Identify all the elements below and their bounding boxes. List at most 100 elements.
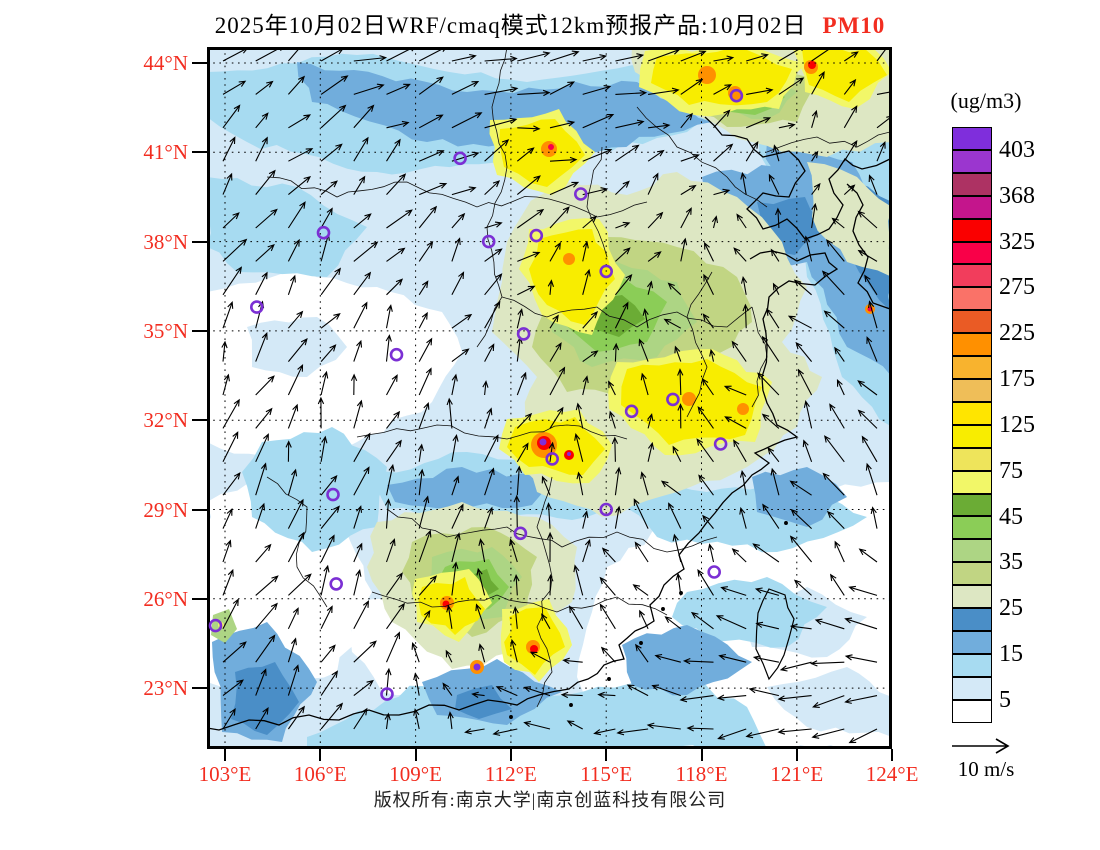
legend-tick-value: 45	[999, 503, 1023, 530]
station-marker	[729, 88, 744, 103]
legend-tick-value: 175	[999, 366, 1035, 393]
legend-color-cell	[952, 516, 992, 540]
legend-color-cell	[952, 699, 992, 723]
legend-tick-value: 125	[999, 411, 1035, 438]
lat-axis-tick	[192, 329, 207, 332]
legend-tick-value: 15	[999, 641, 1023, 668]
lon-axis-tick	[795, 749, 798, 761]
station-marker	[380, 687, 394, 701]
lat-axis-label: 32°N	[143, 408, 188, 433]
legend-color-cell	[952, 241, 992, 265]
lat-axis-label: 26°N	[143, 586, 188, 611]
map-frame	[207, 47, 892, 749]
lat-axis-tick	[192, 597, 207, 600]
station-marker	[666, 392, 680, 407]
legend-tick-value: 5	[999, 687, 1011, 713]
station-marker	[249, 300, 264, 314]
wind-vectors	[221, 47, 892, 744]
lon-axis-label: 115°E	[580, 762, 633, 786]
legend-color-cell	[952, 287, 992, 311]
lat-axis-label: 41°N	[143, 140, 188, 165]
legend-color-cell	[952, 608, 992, 631]
legend-color-cell	[952, 378, 992, 402]
lon-axis-label: 106°E	[293, 762, 347, 786]
legend-color-cell	[952, 539, 992, 563]
station-marker	[326, 487, 340, 502]
forecast-map	[207, 47, 892, 749]
lon-axis-label: 109°E	[389, 762, 442, 786]
copyright-text: 版权所有:南京大学|南京创蓝科技有限公司	[373, 790, 727, 810]
legend-color-cell	[952, 172, 992, 196]
station-marker	[599, 264, 614, 279]
legend-units-label: (ug/m3)	[950, 88, 1022, 113]
pollutant-label: PM10	[822, 13, 886, 38]
legend-color-cell	[952, 333, 992, 357]
lon-axis-label: 121°E	[770, 762, 824, 786]
station-marker	[389, 347, 404, 362]
station-marker	[713, 437, 728, 451]
lat-axis-tick	[192, 151, 207, 154]
legend-tick-value: 25	[999, 595, 1023, 622]
station-marker	[329, 577, 343, 591]
lon-axis-label: 118°E	[675, 762, 728, 786]
legend-color-cell	[952, 653, 992, 677]
station-marker	[516, 327, 531, 341]
lat-axis-label: 29°N	[143, 497, 188, 522]
legend-color-cell	[952, 424, 992, 448]
legend-color-cell	[952, 149, 992, 173]
legend-tick-value: 403	[999, 136, 1035, 163]
legend-tick-value: 325	[999, 228, 1035, 255]
legend-color-cell	[952, 585, 992, 609]
legend-tick-value: 75	[999, 457, 1023, 484]
station-markers	[208, 88, 744, 701]
legend-color-cell	[952, 310, 992, 334]
graticule	[207, 47, 892, 749]
legend-color-cell	[952, 493, 992, 517]
lat-axis-label: 35°N	[143, 318, 188, 343]
legend-color-cell	[952, 470, 992, 494]
lat-axis-tick	[192, 62, 207, 64]
province-borders	[266, 47, 891, 708]
lat-axis-tick	[192, 240, 207, 243]
lat-axis-label: 38°N	[143, 229, 188, 254]
lon-axis-label: 112°E	[484, 762, 537, 786]
plot-title: 2025年10月02日WRF/cmaq模式12km预报产品:10月02日 PM10	[0, 6, 1100, 40]
station-marker	[573, 187, 588, 201]
lon-axis-label: 103°E	[198, 762, 252, 786]
lon-axis-tick	[605, 749, 608, 761]
station-marker	[624, 404, 639, 419]
lat-axis-label: 23°N	[143, 676, 188, 701]
lat-axis-tick	[192, 508, 207, 511]
wind-reference-label: 10 m/s	[957, 757, 1015, 781]
lon-axis-tick	[319, 749, 322, 761]
station-marker	[599, 502, 614, 517]
station-marker	[707, 565, 722, 579]
lon-axis-tick	[700, 749, 703, 761]
station-marker	[513, 526, 528, 541]
legend-color-cell	[952, 218, 992, 242]
legend-color-cell	[952, 127, 992, 150]
station-marker	[481, 234, 496, 249]
legend-colorbar	[952, 127, 992, 723]
lon-axis-label: 124°E	[865, 762, 919, 786]
station-marker	[316, 225, 331, 240]
legend-tick-value: 275	[999, 274, 1035, 301]
concentration-field	[207, 47, 892, 749]
legend-color-cell	[952, 562, 992, 586]
lon-axis-tick	[509, 749, 512, 761]
lat-axis-label: 44°N	[143, 51, 188, 75]
legend-tick-value: 368	[999, 182, 1035, 209]
legend-color-cell	[952, 356, 992, 379]
legend-color-cell	[952, 401, 992, 425]
lon-axis-tick	[224, 749, 226, 761]
station-marker	[453, 151, 467, 166]
legend-color-cell	[952, 630, 992, 654]
legend-color-cell	[952, 195, 992, 219]
legend-color-cell	[952, 676, 992, 700]
lon-axis-tick	[891, 749, 894, 761]
station-marker	[545, 452, 560, 466]
station-marker	[529, 228, 544, 243]
lon-axis-tick	[414, 749, 417, 761]
plot-title-text: 2025年10月02日WRF/cmaq模式12km预报产品:10月02日	[214, 13, 807, 38]
